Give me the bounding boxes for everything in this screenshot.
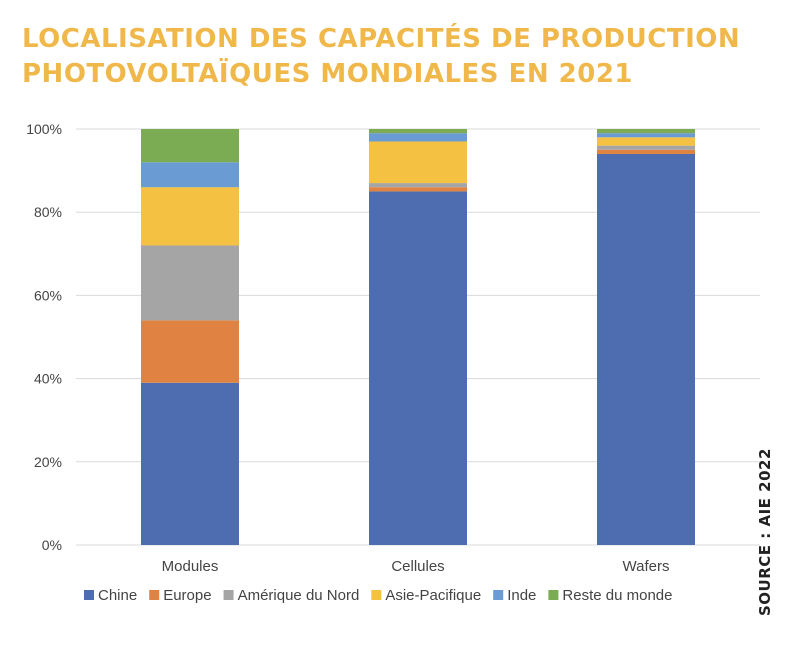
legend-swatch [493,590,504,600]
bar-segment [597,153,695,545]
bar-segment [369,191,467,545]
bars [141,129,695,545]
y-tick-label: 40% [34,371,62,387]
legend-swatch [371,590,382,600]
bar-segment [369,187,467,192]
y-tick-label: 100% [26,121,62,137]
bar-segment [597,145,695,150]
legend-label: Inde [507,587,536,604]
x-category-label: Modules [162,558,219,575]
bar-segment [141,245,239,321]
legend-swatch [223,590,234,600]
bar-segment [141,162,239,188]
bar-segment [141,320,239,383]
bar-segment [141,382,239,545]
y-tick-label: 0% [42,537,62,553]
legend: Chine Europe Amérique du Nord Asie-Pacifiqu… [84,587,672,604]
chart-title-line-1: LOCALISATION DES CAPACITÉS DE PRODUCTION [22,24,741,54]
bar-segment [369,133,467,142]
chart-title: LOCALISATION DES CAPACITÉS DE PRODUCTION… [22,22,742,92]
legend-label: Amérique du Nord [238,587,360,604]
bar-segment [369,141,467,184]
bar-segment [369,129,467,134]
bar-segment [597,129,695,134]
y-tick-label: 60% [34,287,62,303]
bar-segment [369,183,467,188]
x-category-label: Wafers [623,558,670,575]
y-tick-label: 20% [34,454,62,470]
bar-segment [597,133,695,138]
y-tick-label: 80% [34,204,62,220]
bar-segment [141,187,239,246]
x-category-label: Cellules [391,558,444,575]
legend-swatch [149,590,160,600]
legend-label: Chine [98,587,137,604]
bar-segment [141,129,239,163]
x-axis-category-labels: Modules Cellules Wafers [162,558,670,575]
legend-swatch [84,590,94,600]
y-axis-tick-labels: 0% 20% 40% 60% 80% 100% [26,121,62,553]
bar-segment [597,137,695,146]
bar-segment [597,149,695,154]
legend-label: Reste du monde [562,587,672,604]
source-note: SOURCE : AIE 2022 [756,448,774,616]
legend-swatch [548,590,559,600]
legend-label: Asie-Pacifique [385,587,481,604]
legend-label: Europe [163,587,211,604]
chart-title-line-2: PHOTOVOLTAÏQUES MONDIALES EN 2021 [22,59,634,89]
